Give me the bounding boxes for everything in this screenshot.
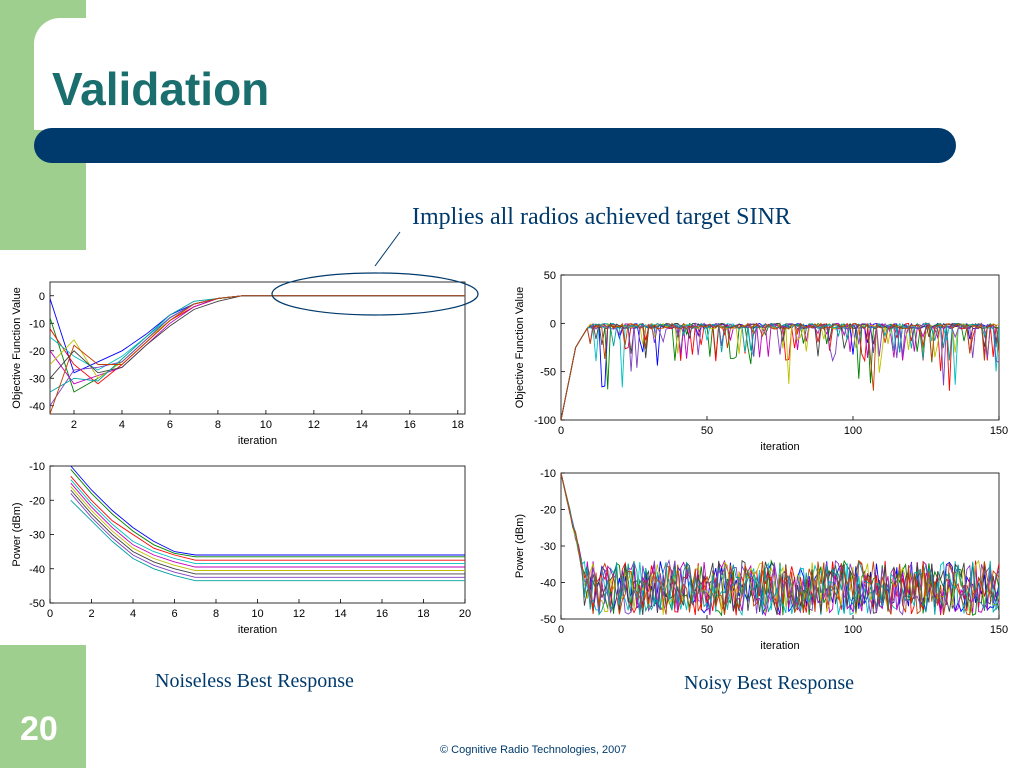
y-tick-label: -10 bbox=[29, 461, 45, 473]
plot-frame bbox=[49, 465, 466, 604]
x-tick-label: 150 bbox=[990, 624, 1008, 636]
x-tick-label: 6 bbox=[167, 419, 173, 431]
series-line bbox=[70, 466, 465, 556]
callout-text: Implies all radios achieved target SINR bbox=[412, 204, 791, 230]
series-line bbox=[561, 473, 999, 616]
chart-noiseless-power: 0 2 4 6 8 10 12 14 16 18 20 -10 -20 -30 -40 -50 iteratio… bbox=[11, 461, 471, 636]
caption-noiseless: Noiseless Best Response bbox=[155, 670, 354, 692]
y-tick-label: -10 bbox=[29, 318, 45, 330]
x-tick-label: 4 bbox=[130, 608, 136, 620]
series-line bbox=[561, 473, 999, 617]
y-tick-label: -40 bbox=[29, 564, 45, 576]
y-axis-label: Objective Function Value bbox=[11, 287, 23, 408]
series-line bbox=[70, 499, 465, 582]
x-tick-label: 2 bbox=[71, 419, 77, 431]
x-tick-label: 0 bbox=[47, 608, 53, 620]
x-tick-label: 20 bbox=[459, 608, 471, 620]
series-line bbox=[50, 295, 465, 379]
series-line bbox=[561, 322, 999, 420]
x-tick-label: 50 bbox=[701, 624, 713, 636]
slide-number: 20 bbox=[20, 710, 58, 748]
series-line bbox=[70, 486, 465, 571]
x-tick-label: 10 bbox=[260, 419, 272, 431]
footer-copyright: © Cognitive Radio Technologies, 2007 bbox=[440, 744, 627, 756]
x-tick-label: 6 bbox=[171, 608, 177, 620]
x-tick-label: 0 bbox=[558, 624, 564, 636]
y-tick-label: -30 bbox=[29, 530, 45, 542]
x-tick-label: 16 bbox=[376, 608, 388, 620]
series-line bbox=[70, 493, 465, 578]
series-line bbox=[70, 476, 465, 561]
x-tick-label: 16 bbox=[404, 419, 416, 431]
y-tick-label: -20 bbox=[29, 346, 45, 358]
series-line bbox=[561, 322, 999, 420]
x-axis-label: iteration bbox=[238, 435, 277, 447]
x-tick-label: 14 bbox=[356, 419, 368, 431]
title-underline-bar bbox=[34, 128, 956, 163]
series-line bbox=[70, 489, 465, 575]
series-line bbox=[70, 482, 465, 568]
y-tick-label: -50 bbox=[540, 614, 556, 626]
x-axis-label: iteration bbox=[760, 640, 799, 652]
x-tick-label: 50 bbox=[701, 425, 713, 437]
x-tick-label: 8 bbox=[213, 608, 219, 620]
plot-frame bbox=[49, 281, 466, 415]
chart-noisy-power: 0 50 100 150 -10 -20 -30 -40 -50 iteration Power (… bbox=[514, 468, 1008, 652]
y-axis-label: Power (dBm) bbox=[11, 502, 23, 566]
y-axis-label: Power (dBm) bbox=[514, 514, 526, 578]
x-tick-label: 4 bbox=[119, 419, 125, 431]
series-line bbox=[70, 479, 465, 565]
plot-frame bbox=[560, 274, 1000, 421]
y-tick-label: -100 bbox=[534, 415, 556, 427]
x-tick-label: 12 bbox=[293, 608, 305, 620]
series-line bbox=[50, 295, 465, 414]
side-green-band-bottom bbox=[0, 645, 86, 768]
x-tick-label: 18 bbox=[417, 608, 429, 620]
x-tick-label: 0 bbox=[558, 425, 564, 437]
y-tick-label: -40 bbox=[29, 401, 45, 413]
y-tick-label: -40 bbox=[540, 578, 556, 590]
x-tick-label: 10 bbox=[251, 608, 263, 620]
y-tick-label: -20 bbox=[540, 505, 556, 517]
series-line bbox=[561, 473, 999, 616]
y-tick-label: -10 bbox=[540, 468, 556, 480]
y-tick-label: 50 bbox=[544, 270, 556, 282]
x-tick-label: 12 bbox=[308, 419, 320, 431]
x-tick-label: 150 bbox=[990, 425, 1008, 437]
y-tick-label: -20 bbox=[29, 495, 45, 507]
y-axis-label: Objective Function Value bbox=[514, 287, 526, 408]
y-tick-label: -30 bbox=[540, 541, 556, 553]
series-line bbox=[561, 473, 999, 615]
chart-noisy-objective: 0 50 100 150 50 0 -50 -100 iteration Objective Fu… bbox=[514, 270, 1008, 453]
x-tick-label: 100 bbox=[844, 425, 862, 437]
title-tab bbox=[34, 18, 154, 130]
y-tick-label: -50 bbox=[540, 367, 556, 379]
x-tick-label: 2 bbox=[88, 608, 94, 620]
y-tick-label: 0 bbox=[550, 318, 556, 330]
y-tick-label: -30 bbox=[29, 373, 45, 385]
y-tick-label: -50 bbox=[29, 598, 45, 610]
slide-title: Validation bbox=[52, 63, 270, 115]
series-line bbox=[561, 473, 999, 616]
series-line bbox=[70, 469, 465, 558]
highlight-ellipse bbox=[271, 272, 479, 316]
x-tick-label: 18 bbox=[452, 419, 464, 431]
y-tick-label: 0 bbox=[39, 291, 45, 303]
callout-pointer bbox=[374, 231, 401, 267]
x-axis-label: iteration bbox=[760, 441, 799, 453]
chart-noiseless-objective: 2 4 6 8 10 12 14 16 18 0 -10 -20 -30 -40 iteration Obje… bbox=[11, 281, 466, 447]
x-tick-label: 14 bbox=[334, 608, 346, 620]
x-tick-label: 8 bbox=[215, 419, 221, 431]
x-axis-label: iteration bbox=[238, 624, 277, 636]
caption-noisy: Noisy Best Response bbox=[684, 672, 854, 694]
x-tick-label: 100 bbox=[844, 624, 862, 636]
